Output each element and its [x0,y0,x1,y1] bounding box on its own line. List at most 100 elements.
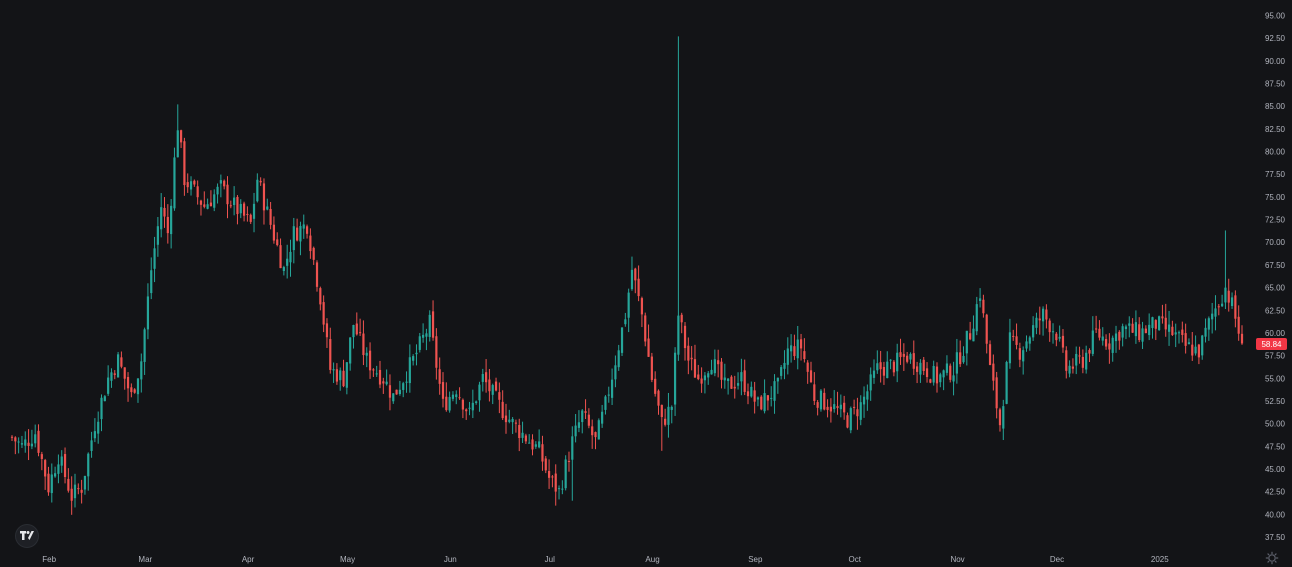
candle-body [475,401,478,403]
candle-body [862,396,866,405]
candle-body [922,359,925,371]
candle-up [819,389,823,412]
candle-body [166,216,169,234]
candle-body [965,330,968,354]
candle-up [1194,335,1197,356]
candle-down [14,436,17,455]
candle-body [925,368,929,378]
candle-body [183,141,186,186]
candle-up [538,429,541,449]
candle-down [746,383,750,405]
candle-up [557,485,561,500]
candle-body [322,302,325,325]
price-axis[interactable]: 37.50 40.00 42.50 45.00 47.50 50.00 52.50 55.00… [1265,12,1286,543]
candle-body [547,471,551,478]
candle-down [806,360,809,384]
candle-up [143,327,146,375]
candle-body [607,394,610,396]
candle-up [786,337,789,375]
candle-body [130,387,133,393]
candle-down [465,408,468,420]
candle-down [80,479,83,504]
price-tick-label: 95.00 [1265,12,1286,21]
candle-down [647,324,650,357]
candle-up [630,256,634,291]
tradingview-logo-icon[interactable] [15,524,39,548]
candle-down [1227,278,1230,312]
candle-body [849,408,852,431]
candle-up [1177,330,1181,344]
candle-body [1091,330,1094,354]
candle-up [919,359,922,383]
candle-up [422,323,425,343]
candle-body [1121,326,1124,338]
candle-body [425,333,428,337]
candle-body [461,399,464,410]
candle-up [332,362,335,383]
candle-body [567,460,571,462]
candle-body [286,258,289,266]
candle-body [1041,308,1045,322]
candle-up [206,198,209,210]
candle-up [475,400,478,405]
candle-up [471,389,474,419]
candle-up [833,390,836,413]
candle-body [302,224,305,229]
gear-icon[interactable] [1265,551,1279,565]
candle-body [912,353,915,369]
candle-body [654,378,657,394]
time-axis[interactable]: Feb Mar Apr May Jun Jul Aug Sep Oct Nov Dec 2025 [42,555,1169,564]
candle-up [1224,230,1227,310]
time-tick-label: Aug [645,555,659,564]
candle-body [1221,303,1224,307]
candle-body [415,352,418,355]
candle-body [690,357,693,360]
candle-up [862,386,866,418]
price-tick-label: 70.00 [1265,238,1286,247]
candle-down [325,318,329,348]
candle-down [657,389,660,415]
candle-body [1234,295,1237,319]
candle-down [640,296,644,328]
candle-up [677,36,680,361]
price-tick-label: 62.50 [1265,306,1286,315]
time-tick-label: Mar [138,555,152,564]
candle-down [743,359,746,396]
candle-body [1002,406,1005,429]
candle-body [14,437,17,442]
candle-body [985,314,988,344]
candle-body [1144,328,1147,334]
candle-down [309,228,312,259]
candle-down [199,199,203,216]
candle-body [1118,331,1121,341]
candle-down [915,361,919,384]
candle-down [1048,318,1051,342]
candle-body [700,378,703,384]
candle-up [1035,312,1038,335]
candle-down [1240,325,1244,345]
candle-down [720,358,723,389]
candle-up [896,343,899,383]
candle-down [368,342,372,379]
candle-body [634,268,637,281]
candle-up [521,421,524,443]
candle-up [839,394,842,418]
candle-down [113,370,116,380]
candle-body [816,402,819,408]
candle-body [853,406,856,408]
candle-down [372,368,375,377]
candle-body [717,360,720,365]
price-tick-label: 82.50 [1265,125,1286,134]
candle-down [882,361,886,385]
candle-body [156,226,159,245]
candle-body [352,325,355,338]
candle-up [1091,316,1094,357]
candle-up [1085,345,1088,374]
candle-up [528,434,531,444]
candle-body [37,430,40,453]
candle-up [1114,325,1118,353]
candle-down [518,418,521,452]
candle-up [790,334,793,363]
